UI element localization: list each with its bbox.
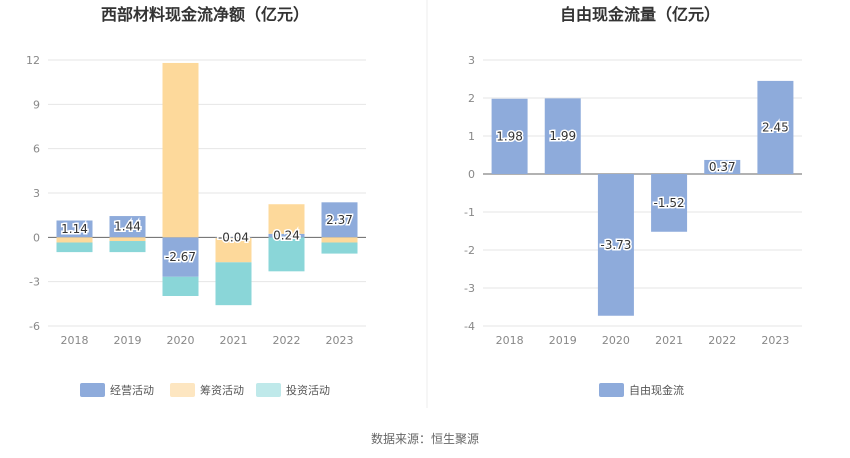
bar-financing bbox=[109, 237, 146, 242]
bar-operating bbox=[268, 233, 305, 238]
chart-title: 西部材料现金流净额（亿元） bbox=[101, 5, 309, 24]
bar-operating bbox=[109, 216, 146, 238]
x-tick-label: 2022 bbox=[273, 334, 301, 347]
bar-fcf bbox=[491, 98, 528, 174]
y-tick-label: 3 bbox=[468, 54, 475, 67]
x-tick-label: 2020 bbox=[602, 334, 630, 347]
bar-operating bbox=[162, 237, 199, 277]
x-tick-label: 2021 bbox=[655, 334, 683, 347]
bar-investing bbox=[109, 241, 146, 253]
y-tick-label: 3 bbox=[33, 187, 40, 200]
bar-financing bbox=[268, 204, 305, 234]
bar-investing bbox=[215, 262, 252, 306]
bar-fcf bbox=[651, 174, 688, 232]
y-tick-label: 2 bbox=[468, 92, 475, 105]
y-tick-label: -3 bbox=[29, 276, 40, 289]
y-tick-label: 6 bbox=[33, 143, 40, 156]
legend-label-investing: 投资活动 bbox=[286, 383, 330, 397]
data-label: -3.73 bbox=[600, 238, 631, 252]
y-tick-label: 0 bbox=[33, 231, 40, 244]
y-tick-label: -1 bbox=[464, 206, 475, 219]
data-label: 1.99 bbox=[549, 129, 576, 143]
legend-label-fcf: 自由现金流 bbox=[629, 383, 684, 397]
legend: 经营活动 筹资活动 投资活动 bbox=[80, 383, 330, 397]
y-tick-label: 9 bbox=[33, 98, 40, 111]
x-tick-label: 2020 bbox=[167, 334, 195, 347]
y-axis: -4 -3 -2 -1 0 1 2 3 bbox=[464, 54, 802, 333]
x-axis: 2018 2019 2020 2021 2022 2023 bbox=[496, 334, 790, 347]
y-tick-label: 12 bbox=[26, 54, 40, 67]
legend: 自由现金流 bbox=[599, 383, 684, 397]
bar-financing bbox=[162, 62, 199, 238]
legend-swatch-investing bbox=[256, 383, 281, 397]
free-cash-flow-chart: 自由现金流量（亿元） -4 -3 -2 -1 0 1 2 3 2018 2019 2020 2021… bbox=[464, 5, 802, 397]
bar-financing bbox=[56, 237, 93, 243]
legend-label-operating: 经营活动 bbox=[110, 383, 154, 397]
bar-investing bbox=[321, 242, 358, 254]
legend-label-financing: 筹资活动 bbox=[200, 383, 244, 397]
data-label: 2.45 bbox=[762, 120, 789, 134]
bar-operating bbox=[215, 237, 252, 238]
x-tick-label: 2018 bbox=[61, 334, 89, 347]
bar-operating bbox=[56, 220, 93, 238]
bar-operating bbox=[321, 202, 358, 238]
bars bbox=[491, 80, 794, 316]
y-axis: -6 -3 0 3 6 9 12 bbox=[26, 54, 366, 333]
cash-flow-chart: 西部材料现金流净额（亿元） -6 -3 0 3 6 9 12 2018 2019 2020 202… bbox=[26, 5, 366, 397]
bar-investing bbox=[268, 237, 305, 272]
chart-title: 自由现金流量（亿元） bbox=[560, 5, 720, 24]
data-label: -0.04 bbox=[218, 231, 249, 245]
data-labels: 1.14 1.44 -2.67 -0.04 0.24 2.37 bbox=[60, 211, 355, 265]
x-tick-label: 2019 bbox=[549, 334, 577, 347]
data-label: 2.37 bbox=[326, 213, 353, 227]
bar-investing bbox=[162, 276, 199, 297]
data-label: 1.98 bbox=[496, 129, 523, 143]
data-label: 1.14 bbox=[61, 222, 88, 236]
x-tick-label: 2023 bbox=[326, 334, 354, 347]
x-axis: 2018 2019 2020 2021 2022 2023 bbox=[61, 334, 354, 347]
y-tick-label: -6 bbox=[29, 320, 40, 333]
bar-financing bbox=[321, 237, 358, 243]
x-tick-label: 2023 bbox=[761, 334, 789, 347]
legend-swatch-operating bbox=[80, 383, 105, 397]
y-tick-label: 0 bbox=[468, 168, 475, 181]
y-tick-label: -3 bbox=[464, 282, 475, 295]
y-tick-label: -4 bbox=[464, 320, 475, 333]
bar-financing bbox=[215, 237, 252, 263]
y-tick-label: 1 bbox=[468, 130, 475, 143]
x-tick-label: 2022 bbox=[708, 334, 736, 347]
legend-swatch-financing bbox=[170, 383, 195, 397]
data-labels: 1.98 1.99 -3.73 -1.52 0.37 2.45 bbox=[495, 119, 791, 253]
data-label: 0.37 bbox=[709, 160, 736, 174]
bar-fcf bbox=[544, 98, 581, 174]
data-label: -2.67 bbox=[165, 250, 196, 264]
source-note: 数据来源：恒生聚源 bbox=[371, 431, 479, 446]
x-tick-label: 2019 bbox=[114, 334, 142, 347]
data-label: -1.52 bbox=[654, 196, 685, 210]
bar-fcf bbox=[757, 80, 794, 174]
legend-swatch-fcf bbox=[599, 383, 624, 397]
bars bbox=[56, 62, 358, 306]
bar-fcf bbox=[597, 174, 634, 316]
y-tick-label: -2 bbox=[464, 244, 475, 257]
data-label: 0.24 bbox=[273, 229, 300, 243]
data-label: 1.44 bbox=[114, 220, 141, 234]
x-tick-label: 2018 bbox=[496, 334, 524, 347]
bar-investing bbox=[56, 242, 93, 253]
bar-fcf bbox=[704, 159, 741, 174]
x-tick-label: 2021 bbox=[220, 334, 248, 347]
